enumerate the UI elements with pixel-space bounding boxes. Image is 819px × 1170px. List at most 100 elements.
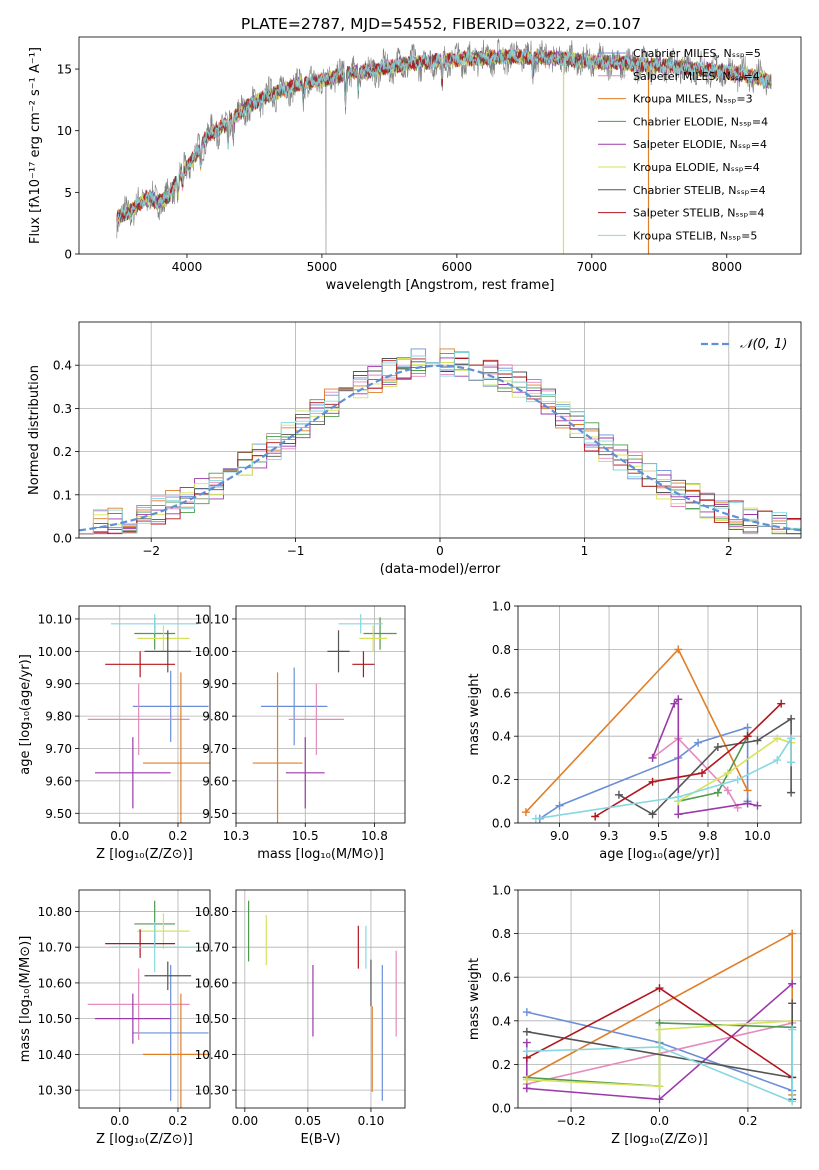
chart-mass-vs-Z: 0.0 0.2 10.30 10.40 10.50 10.60 10.70 10.80 Z [l…: [18, 889, 211, 1147]
y-tick-label: 15: [57, 63, 72, 77]
data-point: [338, 614, 383, 634]
series-marker: [694, 738, 703, 747]
series-marker: [674, 792, 683, 801]
y-tick-label: 10.00: [195, 645, 229, 659]
y-tick-label: 10.80: [38, 905, 72, 919]
y-tick-label: 10.40: [38, 1048, 72, 1062]
y-tick-label: 0.2: [492, 1058, 511, 1072]
x-tick-label: 0.0: [110, 1114, 129, 1128]
x-tick-label: 10.0: [744, 829, 771, 843]
data-point: [288, 683, 345, 755]
y-tick-label: 10.10: [195, 612, 229, 626]
model-spectrum-8: [116, 49, 772, 226]
plot-area: [518, 890, 801, 1108]
series-marker: [788, 1097, 797, 1106]
series-marker: [698, 769, 707, 778]
x-tick-label: 6000: [442, 260, 473, 274]
legend-entry: Kroupa ELODIE, Nₛₛₚ=4: [633, 161, 760, 174]
data-point: [95, 737, 171, 809]
y-tick-label: 9.80: [45, 710, 72, 724]
normal-curve: [79, 364, 801, 532]
series-marker: [655, 1095, 664, 1104]
y-tick-label: 10.00: [38, 645, 72, 659]
data-point: [143, 672, 210, 823]
x-axis-label: Z [log₁₀(Z/Z⊙)]: [96, 847, 193, 862]
y-tick-label: 10.70: [38, 941, 72, 955]
data-point: [144, 630, 192, 673]
plot-area: [116, 38, 772, 254]
series-marker: [655, 1042, 664, 1051]
series-marker: [753, 801, 762, 810]
y-tick-label: 1.0: [492, 884, 511, 898]
y-tick-label: 10.50: [38, 1012, 72, 1026]
x-tick-label: 7000: [577, 260, 608, 274]
series-marker: [648, 810, 657, 819]
series-marker: [522, 1038, 531, 1047]
plot-area: [79, 606, 210, 823]
y-axis-label: Flux [fλ10⁻¹⁷ erg cm⁻² s⁻¹ A⁻¹]: [28, 47, 43, 244]
y-axis-label: age [log₁₀(age/yr)]: [18, 654, 33, 775]
chart-residuals: −2 −1 0 1 2 0.0 0.1 0.2 0.3 0.4 (data-model)/error…: [27, 321, 802, 577]
y-tick-label: 0.4: [53, 359, 72, 373]
x-axis-label: Z [log₁₀(Z/Z⊙)]: [611, 1132, 708, 1147]
x-tick-label: 9.3: [599, 829, 618, 843]
y-axis-label: mass weight: [467, 958, 482, 1040]
x-tick-label: 0.0: [110, 829, 129, 843]
series-marker: [521, 808, 530, 817]
x-tick-label: −2: [142, 544, 160, 558]
data-point: [363, 617, 397, 650]
y-tick-label: 0.8: [492, 927, 511, 941]
series-marker: [743, 799, 752, 808]
chart-mass-vs-EBV: 0.00 0.05 0.10 10.30 10.40 10.50 10.60 10.70 10.…: [195, 889, 406, 1147]
y-tick-label: 0.1: [53, 488, 72, 502]
axes-frame: [517, 889, 802, 1109]
data-point: [143, 993, 210, 1108]
y-tick-label: 10.40: [195, 1048, 229, 1062]
y-tick-label: 10.30: [195, 1084, 229, 1098]
x-axis-label: (data-model)/error: [380, 562, 501, 577]
series-marker: [713, 788, 722, 797]
series-marker: [743, 732, 752, 741]
x-tick-label: 8000: [712, 260, 743, 274]
series-marker: [788, 979, 797, 988]
data-point: [352, 651, 375, 678]
y-tick-label: 10: [57, 124, 72, 138]
x-tick-label: 10.8: [361, 829, 388, 843]
series-marker: [773, 734, 782, 743]
x-tick-label: 1: [581, 544, 589, 558]
y-tick-label: 0.4: [492, 730, 511, 744]
y-axis-label: mass weight: [467, 673, 482, 755]
series-line-8: [526, 1029, 793, 1103]
x-tick-label: 0.2: [168, 1114, 187, 1128]
y-tick-label: 10.70: [195, 941, 229, 955]
x-tick-label: 0.00: [231, 1114, 258, 1128]
x-tick-label: 9.5: [649, 829, 668, 843]
series-marker: [787, 758, 796, 767]
series-marker: [522, 1047, 531, 1056]
y-tick-label: 9.50: [202, 807, 229, 821]
axes-frame: [235, 889, 406, 1109]
x-axis-label: mass [log₁₀(M/M⊙)]: [257, 847, 384, 862]
series-marker: [522, 1027, 531, 1036]
data-point: [359, 625, 387, 652]
plot-area: [79, 890, 210, 1108]
y-tick-label: 10.10: [38, 612, 72, 626]
series-marker: [655, 984, 664, 993]
y-tick-label: 9.50: [45, 807, 72, 821]
x-tick-label: 9.0: [550, 829, 569, 843]
series-line-5: [526, 1020, 793, 1088]
series-marker: [674, 645, 683, 654]
series-line-5: [677, 737, 792, 802]
legend-entry: Kroupa STELIB, Nₛₛₚ=5: [633, 229, 757, 242]
series-marker: [648, 777, 657, 786]
x-axis-label: wavelength [Angstrom, rest frame]: [326, 278, 555, 293]
series-line-4: [526, 983, 793, 1101]
x-tick-label: 0.10: [358, 1114, 385, 1128]
y-tick-label: 0.0: [53, 532, 72, 546]
series-marker: [787, 788, 796, 797]
y-axis-label: Normed distribution: [27, 365, 42, 495]
legend-entry: Chabrier ELODIE, Nₛₛₚ=4: [633, 115, 768, 128]
series-marker: [788, 1025, 797, 1034]
chart-weight-vs-age: 9.0 9.3 9.5 9.8 10.0 0.0 0.2 0.4 0.6 0.8 1.0 age [l…: [467, 600, 802, 862]
plot-area: [236, 606, 405, 823]
